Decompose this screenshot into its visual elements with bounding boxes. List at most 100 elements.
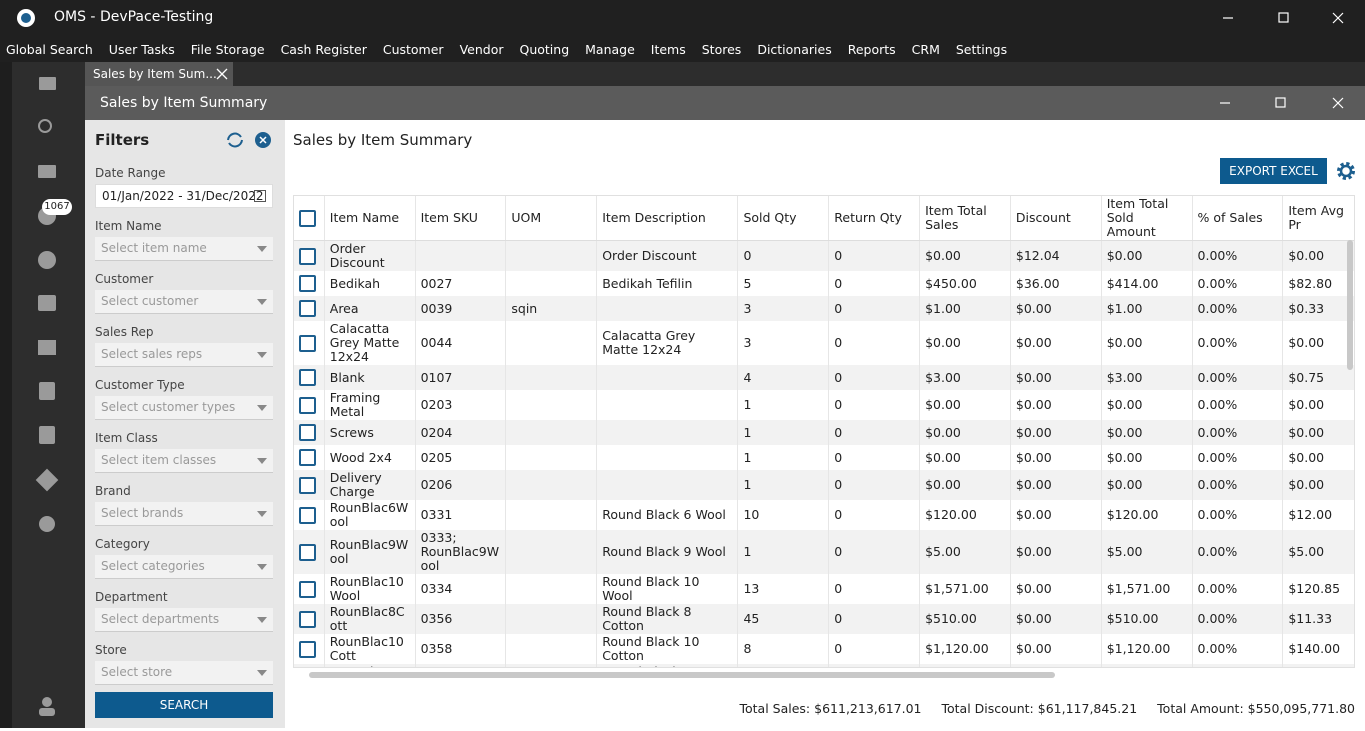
filter-input[interactable]: Select sales reps — [95, 343, 273, 367]
filter-placeholder[interactable]: Select customer types — [101, 400, 236, 414]
table-cell: $3.00 — [1101, 365, 1193, 390]
filter-placeholder[interactable]: Select item name — [101, 241, 207, 255]
dropdown-arrow[interactable] — [257, 352, 267, 358]
dropdown-arrow[interactable] — [257, 246, 267, 252]
vertical-scrollbar[interactable] — [1347, 240, 1353, 370]
dropdown-arrow[interactable] — [257, 405, 267, 411]
menu-item[interactable]: Reports — [847, 41, 896, 57]
column-header[interactable]: Item SKU — [415, 196, 507, 241]
checkbox[interactable] — [299, 334, 316, 352]
column-header[interactable]: Item Avg Pr — [1282, 196, 1354, 241]
dropdown-arrow[interactable] — [257, 299, 267, 305]
filter-input[interactable]: 01/Jan/2022 - 31/Dec/2022 — [95, 184, 273, 208]
filter-placeholder[interactable]: Select store — [101, 665, 173, 679]
dropdown-arrow[interactable] — [257, 458, 267, 464]
menu-item[interactable]: File Storage — [190, 41, 265, 57]
settings-icon[interactable] — [1336, 161, 1356, 181]
window-controls[interactable] — [1210, 8, 1355, 28]
table-cell: $0.00 — [1010, 500, 1102, 530]
checkbox[interactable] — [299, 610, 316, 628]
filter-input[interactable]: Select brands — [95, 502, 273, 526]
filter-input[interactable]: Select store — [95, 661, 273, 685]
tab-close[interactable] — [216, 68, 228, 80]
table-cell: 0027 — [415, 271, 507, 296]
table-cell: $120.00 — [1101, 500, 1193, 530]
totals-bar: Total Sales: $611,213,617.01 Total Discou… — [740, 701, 1356, 716]
filter-input[interactable]: Select departments — [95, 608, 273, 632]
column-header[interactable]: UOM — [505, 196, 598, 241]
dropdown-arrow[interactable] — [257, 564, 267, 570]
filter-placeholder[interactable]: Select item classes — [101, 453, 217, 467]
table-row: Framing Metal 0203 1 0 $0.00 $0.00 $0.00 0.00% $… — [294, 390, 1354, 420]
search-button[interactable]: SEARCH — [95, 692, 273, 718]
menu-item[interactable]: Vendor — [459, 41, 504, 57]
table-row: Blank 0107 4 0 $3.00 $0.00 $3.00 0.00% $0.75 — [294, 365, 1354, 390]
table-cell: Framing Metal — [324, 390, 416, 420]
export-button[interactable]: EXPORT EXCEL — [1220, 158, 1327, 184]
panel-header: Sales by Item Summary — [85, 86, 1365, 120]
table-row: RounBlac6Wool 0331 Round Black 6 Wool 10 0 $1… — [294, 500, 1354, 530]
filter-value[interactable]: 01/Jan/2022 - 31/Dec/2022 — [102, 189, 264, 203]
filter-label: Department — [95, 590, 168, 604]
filter-input[interactable]: Select item classes — [95, 449, 273, 473]
dropdown-arrow[interactable] — [257, 617, 267, 623]
filter-placeholder[interactable]: Select categories — [101, 559, 205, 573]
menu-item[interactable]: Dictionaries — [757, 41, 832, 57]
checkbox[interactable] — [299, 506, 316, 524]
table-cell: 0 — [828, 420, 921, 445]
checkbox[interactable] — [299, 580, 316, 598]
filter-placeholder[interactable]: Select brands — [101, 506, 184, 520]
column-header[interactable]: Item Description — [596, 196, 739, 241]
table-cell: $0.00 — [1282, 390, 1354, 420]
checkbox[interactable] — [299, 476, 316, 494]
menu-item[interactable]: Quoting — [519, 41, 570, 57]
filter-label: Customer — [95, 272, 154, 286]
dropdown-arrow[interactable] — [257, 670, 267, 676]
table-cell: RounBlac6Wool — [324, 500, 416, 530]
checkbox[interactable] — [299, 640, 316, 658]
filter-placeholder[interactable]: Select departments — [101, 612, 220, 626]
menu-item[interactable]: Manage — [585, 41, 635, 57]
tab[interactable]: Sales by Item Sum... — [85, 62, 233, 86]
checkbox[interactable] — [299, 300, 316, 317]
menu-item[interactable]: User Tasks — [108, 41, 175, 57]
checkbox[interactable] — [299, 543, 316, 561]
table-cell: 0331 — [415, 500, 507, 530]
calendar-icon[interactable] — [254, 190, 266, 202]
menu-item[interactable]: Items — [650, 41, 686, 57]
checkbox[interactable] — [299, 275, 316, 292]
checkbox[interactable] — [299, 424, 316, 441]
column-header[interactable]: Discount — [1010, 196, 1102, 241]
table-cell: $140.00 — [1282, 634, 1354, 664]
column-header[interactable]: Sold Qty — [737, 196, 830, 241]
checkbox[interactable] — [299, 369, 316, 386]
checkbox[interactable] — [299, 247, 316, 265]
menu-item[interactable]: Global Search — [6, 41, 93, 57]
dropdown-arrow[interactable] — [257, 511, 267, 517]
checkbox[interactable] — [299, 449, 316, 466]
filter-input[interactable]: Select item name — [95, 237, 273, 261]
column-header[interactable]: Item Name — [324, 196, 416, 241]
column-header[interactable]: Item Total Sales — [919, 196, 1011, 241]
column-header[interactable]: Item Total Sold Amount — [1101, 196, 1193, 241]
tab-label[interactable]: Sales by Item Sum... — [93, 67, 217, 81]
filter-placeholder[interactable]: Select sales reps — [101, 347, 203, 361]
checkbox[interactable] — [299, 209, 316, 227]
column-header[interactable]: % of Sales — [1192, 196, 1284, 241]
filter-input[interactable]: Select customer — [95, 290, 273, 314]
table-cell: Round Black 6 Wool — [596, 500, 739, 530]
menu-item[interactable]: CRM — [911, 41, 940, 57]
filter-actions[interactable] — [225, 130, 275, 150]
table-cell: $1,120.00 — [919, 634, 1011, 664]
horizontal-scrollbar[interactable] — [309, 672, 1055, 678]
menu-item[interactable]: Cash Register — [280, 41, 367, 57]
menu-item[interactable]: Customer — [382, 41, 444, 57]
menu-item[interactable]: Stores — [701, 41, 742, 57]
filter-input[interactable]: Select customer types — [95, 396, 273, 420]
filter-placeholder[interactable]: Select customer — [101, 294, 199, 308]
column-header[interactable]: Return Qty — [828, 196, 921, 241]
panel-controls[interactable] — [1210, 95, 1350, 111]
menu-item[interactable]: Settings — [955, 41, 1008, 57]
filter-input[interactable]: Select categories — [95, 555, 273, 579]
checkbox[interactable] — [299, 396, 316, 414]
